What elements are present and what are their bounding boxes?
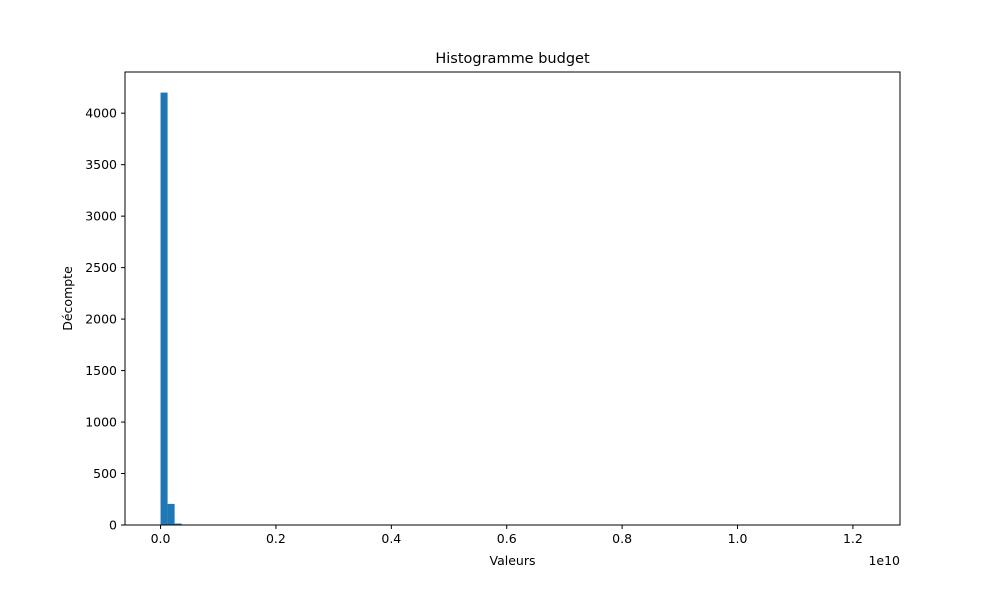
y-tick-label-7: 3500	[85, 157, 117, 172]
x-tick-label-3: 0.6	[497, 531, 517, 546]
x-tick-label-2: 0.4	[381, 531, 401, 546]
x-tick-label-1: 0.2	[266, 531, 286, 546]
y-tick-label-6: 3000	[85, 209, 117, 224]
histogram-bar-1	[168, 504, 175, 525]
y-axis-label: Décompte	[60, 266, 75, 331]
x-axis-offset-label: 1e10	[868, 553, 900, 568]
x-axis-ticks: 0.0 0.2 0.4 0.6 0.8 1.0 1.2	[151, 525, 863, 546]
x-tick-label-4: 0.8	[612, 531, 632, 546]
y-tick-label-5: 2500	[85, 260, 117, 275]
y-tick-label-8: 4000	[85, 106, 117, 121]
x-tick-label-6: 1.2	[843, 531, 863, 546]
y-tick-label-0: 0	[109, 518, 117, 533]
x-axis-label: Valeurs	[490, 553, 536, 568]
x-tick-label-5: 1.0	[728, 531, 748, 546]
y-tick-label-4: 2000	[85, 312, 117, 327]
bars-group	[161, 93, 865, 525]
x-tick-label-0: 0.0	[151, 531, 171, 546]
chart-title: Histogramme budget	[435, 51, 590, 67]
y-axis-ticks: 0 500 1000 1500 2000 2500 3000 3500 4000	[85, 106, 125, 533]
histogram-bar-0	[161, 93, 168, 525]
plot-area-frame	[125, 72, 900, 525]
y-tick-label-2: 1000	[85, 415, 117, 430]
y-tick-label-3: 1500	[85, 363, 117, 378]
y-tick-label-1: 500	[93, 466, 117, 481]
